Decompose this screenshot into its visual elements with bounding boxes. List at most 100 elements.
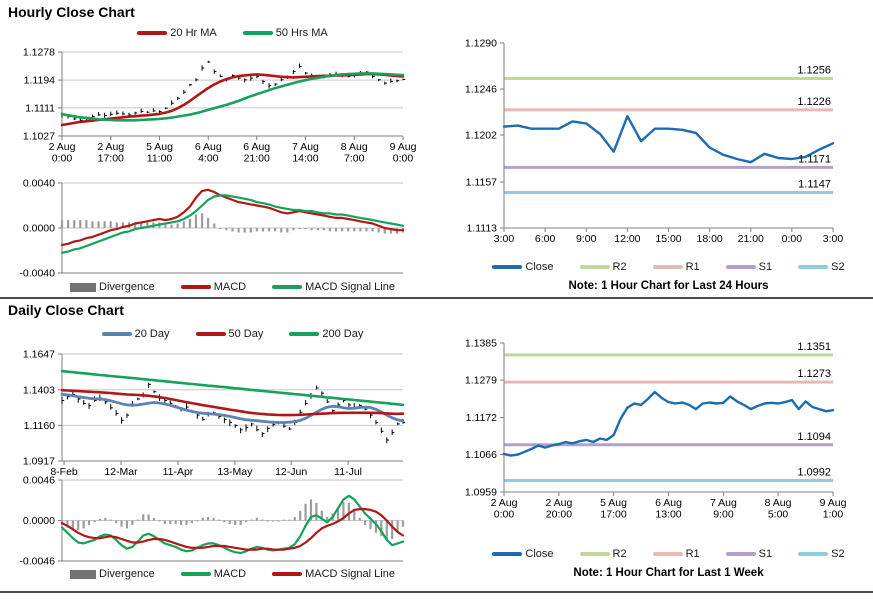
divergence-bar xyxy=(304,503,307,521)
divergence-bar xyxy=(383,228,386,234)
y-tick-label: 1.0917 xyxy=(23,456,55,468)
divergence-bar xyxy=(91,221,94,228)
divergence-bar xyxy=(125,520,129,529)
x-tick-label: 17:00 xyxy=(600,509,626,521)
legend-item: Divergence xyxy=(70,281,155,293)
divergence-bar xyxy=(369,520,372,530)
legend-label: 50 Day xyxy=(228,328,264,340)
divergence-bar xyxy=(136,519,139,521)
legend-item: 50 Day xyxy=(195,328,264,340)
divergence-bar xyxy=(169,520,172,525)
divergence-bar xyxy=(194,214,198,228)
divergence-bar xyxy=(213,223,216,228)
divergence-bar xyxy=(120,520,123,527)
divergence-bar xyxy=(347,228,350,232)
x-tick-label: 3:00 xyxy=(494,233,515,245)
line-swatch xyxy=(272,285,303,289)
divergence-bar xyxy=(358,517,361,521)
divergence-bar xyxy=(152,517,156,521)
divergence-bar xyxy=(364,520,367,525)
y-tick-label: 0.0000 xyxy=(23,515,55,527)
legend-label: R1 xyxy=(685,261,700,273)
divergence-bar xyxy=(255,228,258,232)
x-tick-label: 21:00 xyxy=(738,233,764,245)
divergence-bar xyxy=(163,520,166,525)
divergence-bar xyxy=(185,520,188,525)
divergence-bar xyxy=(255,517,258,521)
divergence-bar xyxy=(121,222,124,228)
y-tick-label: 1.1066 xyxy=(465,449,497,461)
hourly-macd-legend: Divergence MACD MACD Signal Line xyxy=(62,280,403,294)
pivot-label-S2: 1.1147 xyxy=(798,178,831,190)
divergence-bar xyxy=(286,228,289,233)
y-tick-label: 1.1647 xyxy=(23,349,55,361)
legend-item: S2 xyxy=(798,261,845,273)
divergence-bar xyxy=(249,228,252,233)
line-swatch xyxy=(579,265,610,269)
legend-item: Close xyxy=(492,548,554,560)
divergence-bar xyxy=(104,517,107,521)
x-tick-label: 0:00 xyxy=(782,233,803,245)
divergence-bar xyxy=(82,520,85,529)
divergence-bar xyxy=(250,519,253,521)
divergence-bar xyxy=(328,228,332,232)
legend-label: R2 xyxy=(612,548,627,560)
divergence-bar xyxy=(231,228,234,232)
divergence-bar xyxy=(239,520,242,525)
x-tick-label: 3:00 xyxy=(823,233,844,245)
x-tick-label: 7 Aug xyxy=(710,497,737,509)
x-tick-label: 5:00 xyxy=(768,509,789,521)
line-swatch xyxy=(180,572,211,576)
divergence-bar xyxy=(223,520,226,523)
divergence-bar xyxy=(377,228,380,233)
x-tick-label: 8 Aug xyxy=(765,497,792,509)
x-tick-label: 18:00 xyxy=(696,233,722,245)
divergence-bar xyxy=(353,228,356,232)
legend-label: Close xyxy=(525,548,554,560)
divergence-bar xyxy=(176,223,179,228)
daily-close-chart: 1.0917 1.1160 1.1403 1.1647 8-Feb 12-Mar 11-Ap… xyxy=(23,349,406,478)
divergence-bar xyxy=(298,228,301,230)
x-tick-label: 0:00 xyxy=(393,153,414,165)
divergence-bar xyxy=(146,222,149,228)
legend-item: 200 Day xyxy=(289,328,363,340)
line-swatch xyxy=(798,552,829,556)
legend-label: MACD Signal Line xyxy=(305,568,395,580)
x-tick-label: 9 Aug xyxy=(820,497,847,509)
pivot-label-R2: 1.1256 xyxy=(797,65,831,77)
divergence-bar xyxy=(188,219,191,228)
divergence-bar xyxy=(133,222,137,228)
series-line-macd xyxy=(60,494,405,555)
divergence-bar xyxy=(299,510,302,521)
divergence-bar xyxy=(277,520,280,522)
divergence-bar xyxy=(182,221,185,228)
x-tick-label: 8-Feb xyxy=(50,466,78,478)
x-tick-label: 9 Aug xyxy=(390,141,417,153)
divergence-bar xyxy=(292,228,295,231)
x-tick-label: 7:00 xyxy=(344,153,365,165)
series-line-200-day xyxy=(60,369,405,407)
x-tick-label: 2 Aug xyxy=(49,141,76,153)
legend-label: Divergence xyxy=(99,281,155,293)
daily-section-title: Daily Close Chart xyxy=(8,302,124,318)
divergence-bar xyxy=(243,228,246,233)
legend-item: 20 Hr MA xyxy=(137,27,217,39)
divergence-bar xyxy=(97,221,100,228)
x-tick-label: 12-Jun xyxy=(275,466,307,478)
divergence-bar xyxy=(115,222,118,228)
divergence-bar xyxy=(261,519,264,521)
x-tick-label: 6:00 xyxy=(535,233,556,245)
divergence-bar xyxy=(261,228,265,232)
divergence-bar xyxy=(79,220,82,228)
divergence-bar xyxy=(396,520,399,532)
legend-item: MACD xyxy=(180,281,246,293)
y-tick-label: 1.1027 xyxy=(23,131,55,143)
legend-label: 200 Day xyxy=(322,328,364,340)
legend-label: S2 xyxy=(831,261,845,273)
series-line-20-day xyxy=(60,392,405,424)
y-tick-label: 1.1403 xyxy=(23,384,55,396)
divergence-bar xyxy=(342,502,345,521)
divergence-bar xyxy=(109,519,112,521)
pivot-label-S1: 1.1094 xyxy=(797,431,831,443)
